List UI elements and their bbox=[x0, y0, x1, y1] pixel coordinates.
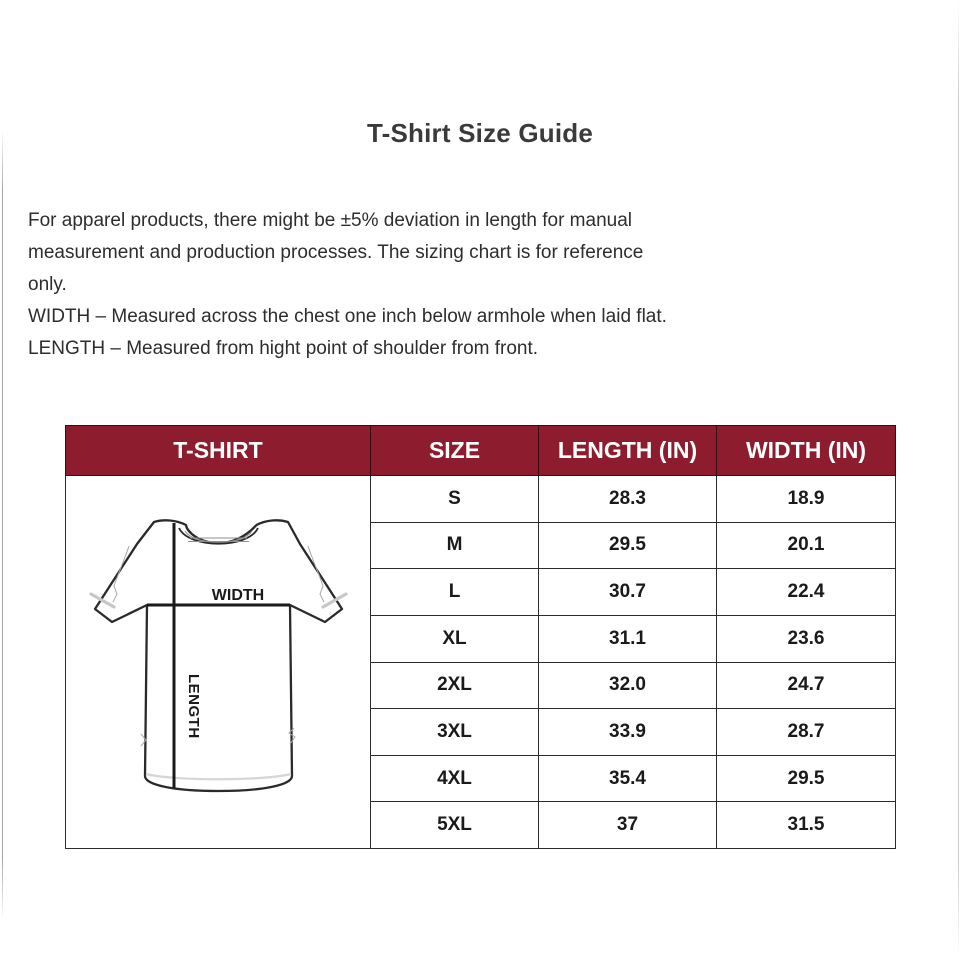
svg-text:WIDTH: WIDTH bbox=[212, 587, 264, 604]
